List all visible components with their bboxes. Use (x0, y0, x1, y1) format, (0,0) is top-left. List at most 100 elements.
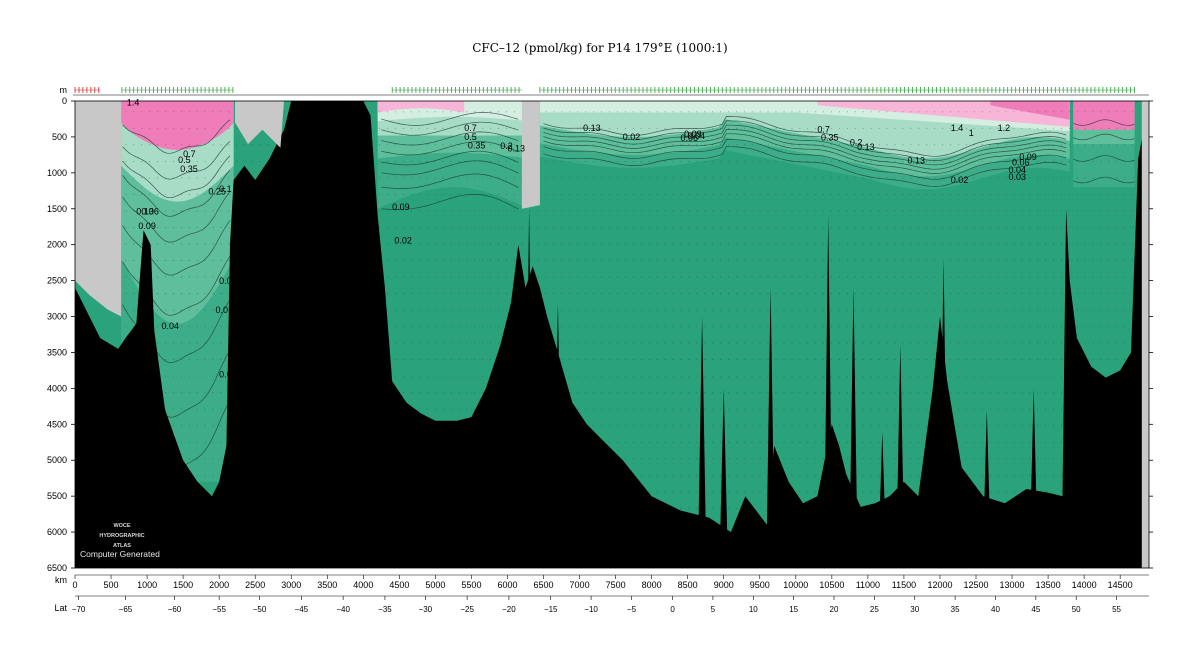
contour-label: 0.02 (623, 132, 641, 142)
logo-caption: Computer Generated (80, 549, 160, 559)
y-tick-label: 6500 (47, 563, 67, 573)
south-basin-pink-fill (121, 101, 234, 150)
x-tick-label: 5500 (461, 580, 481, 590)
x-tick-label: 2000 (209, 580, 229, 590)
y-tick-label: 4000 (47, 383, 67, 393)
x-tick-label: 4500 (389, 580, 409, 590)
lat-tick-label: 40 (991, 605, 1000, 614)
land-gray-north (1141, 101, 1149, 568)
contour-label: 0.7 (817, 125, 830, 135)
x-tick-label: 7000 (570, 580, 590, 590)
contour-south-2 (122, 155, 231, 199)
x-axis-label: km (55, 575, 67, 585)
y-tick-label: 4500 (47, 419, 67, 429)
seamount-9 (939, 259, 948, 568)
seamount-7 (877, 431, 887, 568)
contour-mid-0 (381, 112, 519, 126)
contour-label: 0.03 (1008, 172, 1026, 182)
contour-label: 0.35 (821, 133, 839, 143)
contour-label: 0.0 (216, 305, 229, 315)
lat-tick-label: 45 (1031, 605, 1040, 614)
x-tick-label: 3500 (317, 580, 337, 590)
contour-label: 0.7 (464, 123, 477, 133)
x-tick-label: 9500 (750, 580, 770, 590)
contour-label: 0.0 (219, 276, 232, 286)
lat-tick-label: −65 (119, 605, 133, 614)
x-tick-label: 10500 (819, 580, 844, 590)
contour-label: 0.13 (507, 143, 525, 153)
x-tick-label: 3000 (281, 580, 301, 590)
y-axis-unit-label: m (60, 85, 68, 95)
seamount-8 (895, 345, 905, 568)
seamount-5 (823, 215, 833, 568)
x-tick-label: 6000 (497, 580, 517, 590)
contour-label: 0.35 (180, 164, 198, 174)
contour-label: 0.2 (500, 141, 513, 151)
mid-basin-pink-fill (377, 101, 465, 113)
y-tick-label: 2000 (47, 240, 67, 250)
lat-tick-label: 25 (870, 605, 879, 614)
contour-label: 1.4 (127, 97, 140, 107)
seamount-6 (849, 287, 858, 568)
contour-label: 0.02 (951, 175, 969, 185)
x-tick-label: 5000 (425, 580, 445, 590)
x-tick-label: 0 (72, 580, 77, 590)
lat-tick-label: 55 (1112, 605, 1121, 614)
lat-tick-label: −15 (544, 605, 558, 614)
contour-label: 1 (969, 128, 974, 138)
lat-tick-label: 5 (711, 605, 716, 614)
contour-label: 1.4 (951, 123, 964, 133)
contour-label: 0.09 (392, 202, 410, 212)
x-tick-label: 14000 (1072, 580, 1097, 590)
contour-label: 0.5 (178, 155, 191, 165)
contour-label: 0.35 (468, 140, 486, 150)
y-tick-label: 500 (52, 132, 67, 142)
lat-axis-label: Lat (54, 603, 67, 613)
lat-tick-label: 15 (789, 605, 798, 614)
land-gray-ridge (235, 101, 285, 148)
seamount-1 (553, 302, 563, 568)
y-tick-label: 3500 (47, 347, 67, 357)
contour-mid-3 (381, 141, 519, 156)
contour-south-5 (122, 220, 231, 276)
lat-tick-label: 30 (910, 605, 919, 614)
contour-south-1 (122, 141, 231, 180)
contour-label: 0.04 (688, 131, 706, 141)
x-tick-label: 11500 (892, 580, 916, 590)
contour-north-5 (543, 139, 1067, 180)
contour-farnorth-2 (1073, 155, 1135, 162)
lat-tick-label: −30 (419, 605, 433, 614)
axes-layer: 0500100015002000250030003500400045005000… (47, 85, 1153, 614)
lat-tick-label: −10 (584, 605, 598, 614)
contour-north-1 (543, 120, 1067, 161)
seamount-4 (766, 287, 775, 568)
contour-label: 1.2 (998, 123, 1011, 133)
lat-tick-label: −45 (295, 605, 309, 614)
y-tick-label: 0 (62, 96, 67, 106)
x-tick-label: 13000 (1000, 580, 1025, 590)
x-tick-label: 4000 (353, 580, 373, 590)
contour-mid-4 (381, 150, 519, 166)
land-gray-south (75, 101, 122, 317)
contour-north-0 (543, 116, 1067, 157)
contour-south-3 (122, 169, 231, 217)
seamount-10 (982, 409, 992, 568)
lat-tick-label: 50 (1072, 605, 1081, 614)
x-tick-label: 8500 (678, 580, 698, 590)
contour-farnorth-0 (1073, 119, 1135, 126)
contour-labels-layer: 1.40.70.50.350.250.10.130.060.090.00.00.… (127, 97, 1037, 379)
contour-label: 0.25 (208, 186, 226, 196)
x-tick-label: 12500 (963, 580, 988, 590)
contour-label: 0.04 (161, 321, 179, 331)
x-tick-label: 1000 (137, 580, 157, 590)
y-tick-label: 1000 (47, 168, 67, 178)
contour-label: 0.09 (1019, 152, 1037, 162)
contour-label: 0.13 (908, 156, 926, 166)
lat-tick-label: −55 (212, 605, 226, 614)
contour-label: 0.2 (850, 138, 863, 148)
contour-south-4 (122, 191, 231, 243)
contour-label: 0.02 (394, 235, 412, 245)
y-tick-label: 5500 (47, 491, 67, 501)
